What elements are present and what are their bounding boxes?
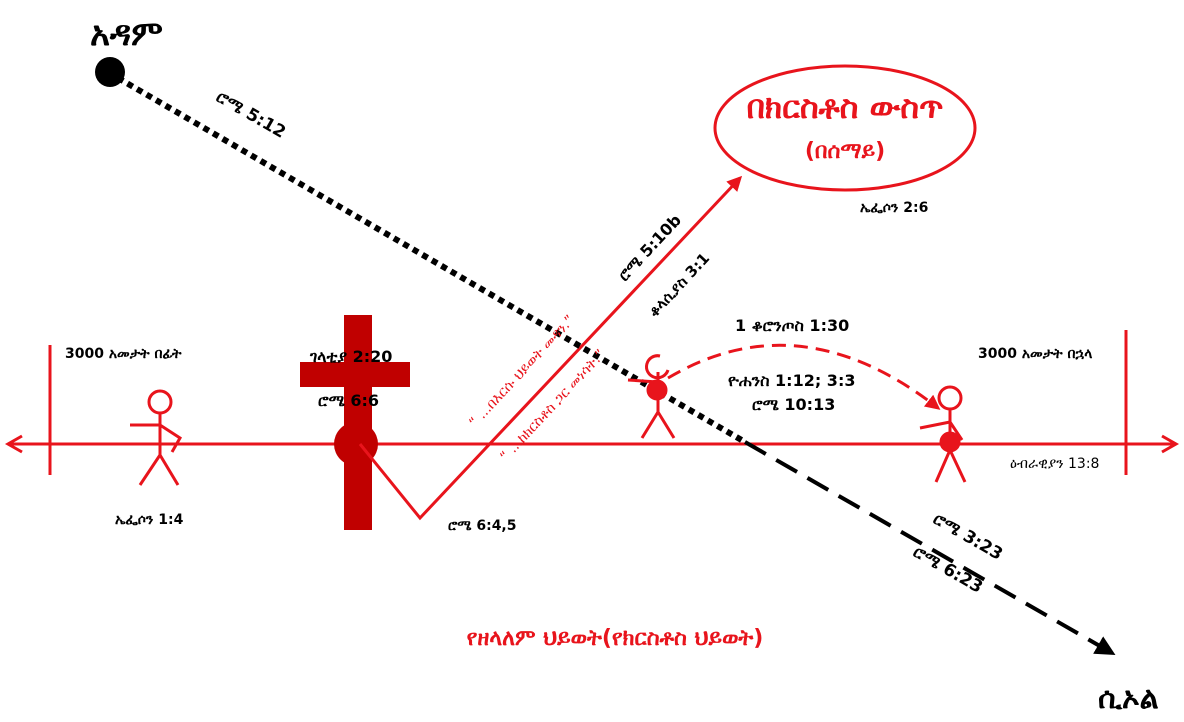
ref: ቆላሲያስ 3:1 [645, 249, 713, 320]
quote: “ ...ከክርስቶስ ጋር መነሳት.” [497, 347, 609, 465]
ref: ኤፌሶን 1:4 [115, 512, 184, 528]
page: አዳም ሮሜ 5:12 በክርስቶስ ውስጥ (በሰማይ) ኤፌሶን 2:6 ሮ… [0, 0, 1184, 722]
ref: ዮሐንስ 1:12; 3:3 [728, 371, 855, 390]
ref: ሮሜ 5:12 [213, 87, 289, 143]
figure-right [920, 387, 965, 482]
period-label: 3000 አመታት በፊት [65, 346, 182, 362]
figure-middle [628, 356, 674, 438]
period-label: 3000 አመታት በኋላ [978, 346, 1092, 362]
heaven-title: በክርስቶስ ውስጥ [747, 88, 944, 126]
quote: “ ...በእርሱ ህይወት መዳን.” [466, 312, 578, 430]
adam-label: አዳም [90, 14, 163, 54]
ref: 1 ቆሮንጦስ 1:30 [735, 316, 849, 335]
ref: ኤፌሶን 2:6 [860, 200, 928, 216]
ref: ሮሜ 6:4,5 [448, 518, 517, 534]
ref: ገላቲያ 2:20 [309, 347, 392, 366]
diagram: አዳም ሮሜ 5:12 በክርስቶስ ውስጥ (በሰማይ) ኤፌሶን 2:6 ሮ… [0, 0, 1184, 722]
figure-left [130, 391, 180, 485]
heaven-subtitle: (በሰማይ) [805, 139, 885, 164]
eternal-life: የዘላለም ህይወት(የክርስቶስ ህይወት) [467, 626, 764, 651]
ref: ሮሜ 10:13 [752, 395, 835, 414]
heaven-ellipse [715, 66, 975, 190]
ref: ሮሜ 6:6 [318, 391, 379, 410]
ref: ዕብራዊያን 13:8 [1010, 456, 1099, 472]
hell-label: ሲኦል [1098, 681, 1159, 716]
